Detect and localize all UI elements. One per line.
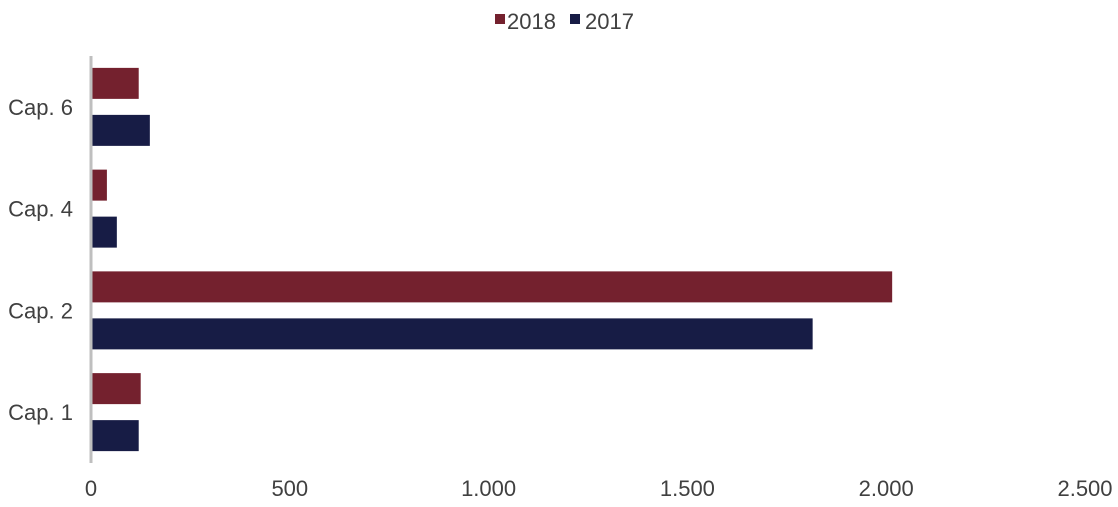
legend-label-2017: 2017 bbox=[585, 9, 634, 34]
x-tick-label-2000: 2.000 bbox=[859, 476, 914, 501]
x-axis-labels: 0 500 1.000 1.500 2.000 2.500 bbox=[85, 476, 1113, 501]
legend-swatch-2017 bbox=[570, 14, 580, 24]
legend-label-2018: 2018 bbox=[507, 9, 556, 34]
bar-cap-1-2018 bbox=[91, 373, 141, 405]
x-tick-label-1000: 1.000 bbox=[461, 476, 516, 501]
y-tick-label-cap-6: Cap. 6 bbox=[8, 95, 73, 120]
x-tick-label-500: 500 bbox=[271, 476, 308, 501]
y-tick-label-cap-4: Cap. 4 bbox=[8, 197, 73, 222]
bars-group bbox=[91, 67, 893, 452]
bar-cap-2-2017 bbox=[91, 318, 813, 350]
y-tick-label-cap-2: Cap. 2 bbox=[8, 298, 73, 323]
y-tick-label-cap-1: Cap. 1 bbox=[8, 400, 73, 425]
bar-cap-6-2017 bbox=[91, 114, 150, 146]
x-tick-label-2500: 2.500 bbox=[1057, 476, 1112, 501]
bar-cap-1-2017 bbox=[91, 420, 139, 452]
bar-cap-2-2018 bbox=[91, 271, 893, 303]
x-tick-label-1500: 1.500 bbox=[660, 476, 715, 501]
y-axis-labels: Cap. 1 Cap. 2 Cap. 4 Cap. 6 bbox=[8, 95, 73, 425]
bar-cap-4-2017 bbox=[91, 216, 117, 248]
legend-swatch-2018 bbox=[495, 14, 505, 24]
bar-cap-6-2018 bbox=[91, 67, 139, 99]
x-tick-label-0: 0 bbox=[85, 476, 97, 501]
legend: 2018 2017 bbox=[495, 9, 634, 34]
bar-cap-4-2018 bbox=[91, 169, 107, 201]
